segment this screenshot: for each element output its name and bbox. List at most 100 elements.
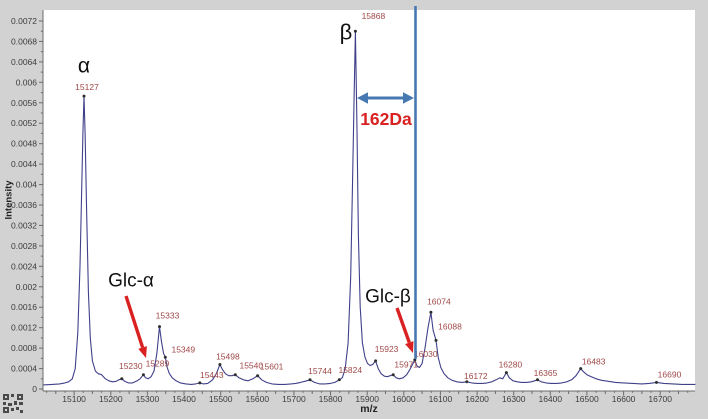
peak-mz-label: 16030 [414, 349, 438, 359]
x-tick-label: 16600 [612, 394, 636, 404]
peak-mz-label: 15868 [362, 11, 386, 21]
peak-mz-label: 16172 [464, 371, 488, 381]
peak-marker [163, 355, 167, 359]
x-tick-label: 16400 [538, 394, 562, 404]
y-tick-label: 0.0044 [11, 159, 37, 169]
peak-marker [120, 377, 124, 381]
y-tick-label: 0.002 [16, 282, 38, 292]
x-tick-label: 15900 [355, 394, 379, 404]
y-tick-label: 0.004 [16, 180, 38, 190]
peak-mz-label: 16088 [438, 321, 462, 331]
spectrum-trace [42, 30, 696, 386]
x-tick-label: 15800 [319, 394, 343, 404]
peak-mz-label: 16280 [499, 360, 523, 370]
peak-mz-label: 15333 [156, 311, 180, 321]
peak-mz-label: 15127 [75, 82, 99, 92]
peak-marker [218, 363, 222, 366]
y-tick-label: 0.006 [16, 77, 38, 87]
plot-area [43, 10, 695, 391]
x-tick-label: 15200 [99, 394, 123, 404]
peak-marker [504, 371, 508, 375]
peak-marker [579, 367, 583, 371]
peak-mz-label: 15540 [239, 361, 263, 371]
x-tick-label: 16300 [502, 394, 526, 404]
glc-alpha-label: Glc-α [108, 271, 154, 292]
peak-marker [141, 373, 145, 377]
glc-beta-arrow [395, 307, 414, 353]
peak-marker [655, 380, 658, 384]
peak-mz-label: 16483 [582, 357, 606, 367]
peak-marker [391, 373, 395, 377]
peak-mz-label: 16074 [427, 296, 451, 306]
y-tick-label: 0.0048 [11, 139, 37, 149]
x-tick-label: 16100 [429, 394, 453, 404]
peak-marker [308, 378, 312, 382]
mass-shift-arrow [357, 92, 414, 104]
peak-marker [413, 358, 417, 362]
peak-mz-label: 15923 [375, 344, 399, 354]
qr-watermark-icon [3, 394, 23, 413]
spectrum-curve [42, 30, 696, 386]
peak-marker [337, 378, 341, 382]
peak-marker [434, 338, 438, 342]
peak-mz-label: 15601 [260, 362, 284, 372]
peak-marker [374, 359, 378, 363]
x-tick-label: 16200 [465, 394, 489, 404]
y-tick-label: 0 [32, 384, 37, 394]
y-tick-label: 0.0008 [11, 343, 37, 353]
peak-marker [465, 380, 469, 384]
peak-mz-label: 15744 [308, 366, 332, 376]
y-tick-label: 0.0004 [11, 364, 37, 374]
y-tick-label: 0.0016 [11, 302, 37, 312]
y-tick-label: 0.0052 [11, 118, 37, 128]
peak-mz-label: 16690 [658, 369, 682, 379]
peak-marker [429, 310, 433, 314]
peak-mz-label: 16365 [534, 368, 558, 378]
x-tick-label: 16700 [648, 394, 672, 404]
x-tick-label: 15600 [245, 394, 269, 404]
mass-shift-label: 162Da [360, 109, 412, 129]
axis-ticks: 15100 15200 15300 15400 15500 15600 15700 15800… [11, 16, 689, 404]
peak-mz-label: 15971 [394, 360, 418, 370]
arrowhead-left-icon [357, 92, 368, 104]
x-tick-label: 15700 [282, 394, 306, 404]
peak-marker [233, 373, 237, 377]
y-tick-label: 0.0024 [11, 261, 37, 271]
x-tick-label: 16500 [575, 394, 599, 404]
peak-mz-label: 15230 [119, 361, 143, 371]
x-tick-label: 15400 [172, 394, 196, 404]
y-tick-label: 0.0012 [11, 323, 37, 333]
y-tick-label: 0.0064 [11, 57, 37, 67]
peak-marker [536, 378, 539, 382]
glc-beta-arrow-shaft [395, 307, 411, 344]
peak-marker [158, 325, 161, 329]
glc-alpha-arrow-shaft [124, 295, 145, 349]
glc-alpha-arrowhead-icon [138, 346, 147, 358]
x-tick-label: 15300 [136, 394, 160, 404]
glc-alpha-arrow [124, 295, 147, 358]
glc-beta-label: Glc-β [365, 287, 411, 308]
alpha-peak-label: α [78, 55, 90, 78]
peak-mz-label: 15289 [146, 359, 170, 369]
y-tick-label: 0.0032 [11, 220, 37, 230]
glc-beta-arrowhead-icon [405, 341, 414, 353]
y-tick-label: 0.0056 [11, 98, 37, 108]
x-axis-title: m/z [360, 403, 378, 415]
x-tick-label: 15500 [209, 394, 233, 404]
y-tick-label: 0.0028 [11, 241, 37, 251]
peak-mz-label: 15824 [338, 365, 362, 375]
peak-mz-label: 15443 [200, 370, 224, 380]
peak-mz-label: 15498 [216, 352, 240, 362]
peak-mz-label: 15349 [171, 344, 195, 354]
x-tick-label: 16000 [392, 394, 416, 404]
y-tick-label: 0.0068 [11, 36, 37, 46]
arrowhead-right-icon [403, 92, 414, 104]
beta-peak-label: β [340, 20, 353, 45]
peak-marker [353, 29, 357, 33]
y-axis-title: Intensity [4, 180, 15, 220]
peak-marker [82, 94, 86, 98]
x-tick-label: 15100 [62, 394, 86, 404]
peak-annotations: 15127 15230 15289 15333 15349 15443 1549815540… [75, 11, 682, 385]
